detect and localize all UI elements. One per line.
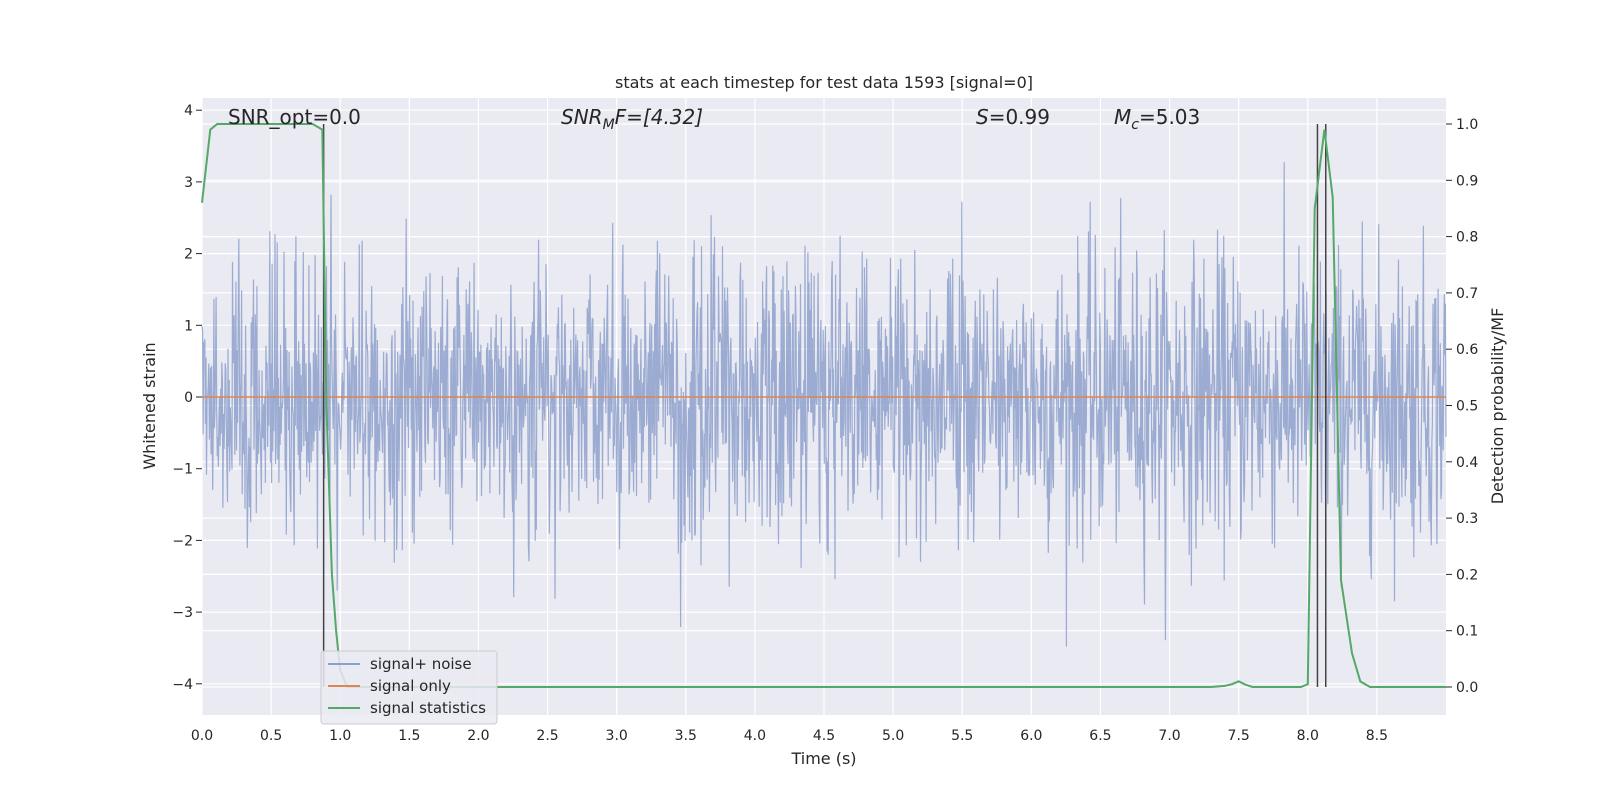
legend-label-signal: signal only [370,677,451,695]
legend-label-noise: signal+ noise [370,655,472,673]
x-tick-label: 7.0 [1158,728,1180,744]
legend-label-statistics: signal statistics [370,699,486,717]
legend: signal+ noise signal only signal statist… [320,650,498,725]
y-right-tick-label: 0.6 [1456,342,1478,358]
y-right-tick-label: 1.0 [1456,117,1478,133]
annotation-s-rest: =0.99 [989,105,1050,129]
annotation-mc: Mc=5.03 [1114,105,1200,133]
y-tick-label: 2 [184,247,193,263]
chart-title: stats at each timestep for test data 159… [615,73,1033,92]
y-right-tick-label: 0.7 [1456,286,1478,302]
x-tick-label: 5.0 [882,728,904,744]
annotation-snr-mf-base: SNR [561,105,603,129]
x-tick-label: 7.5 [1228,728,1250,744]
x-tick-label: 0.5 [260,728,282,744]
x-tick-label: 4.5 [813,728,835,744]
noise-series [201,162,1447,647]
annotation-snr-mf-rest: F=[4.32] [615,105,703,129]
y-tick-label: 3 [184,175,193,191]
x-tick-label: 2.5 [536,728,558,744]
y-tick-label: 4 [184,103,193,119]
signal-statistics-line [201,123,1446,688]
x-tick-label: 4.0 [744,728,766,744]
x-tick-label: 3.5 [675,728,697,744]
y-axis-right-label: Detection probability/MF [1488,308,1507,505]
annotation-mc-base: M [1114,105,1131,129]
y-tick-label: −4 [172,677,193,693]
annotation-snr-mf-sub: M [603,117,615,133]
x-tick-label: 2.0 [467,728,489,744]
annotation-s-italic: S [976,105,989,129]
legend-box [320,650,498,725]
annotation-snr-opt: SNR_opt=0.0 [228,105,361,129]
y-right-tick-label: 0.9 [1456,173,1478,189]
x-tick-label: 6.5 [1089,728,1111,744]
annotation-mc-sub: c [1131,117,1139,133]
y-tick-label: 0 [184,390,193,406]
x-tick-label: 5.5 [951,728,973,744]
y-right-tick-label: 0.0 [1456,680,1478,696]
x-axis-label: Time (s) [790,749,856,768]
y-axis-label: Whitened strain [140,342,159,469]
annotation-snr-mf: SNRMF=[4.32] [561,105,703,133]
x-tick-label: 6.0 [1020,728,1042,744]
tick-labels: 0.0 0.5 1.0 1.5 2.0 2.5 3.0 3.5 4.0 4.5 5.0 5.5 6.0 6… [172,103,1478,744]
y-right-tick-label: 0.5 [1456,399,1478,415]
y-tick-label: −1 [172,462,193,478]
x-tick-label: 8.0 [1297,728,1319,744]
y-tick-label: −3 [172,605,193,621]
noise-line [201,162,1447,647]
y-right-tick-label: 0.3 [1456,511,1478,527]
x-tick-label: 3.0 [606,728,628,744]
vertical-lines [201,123,1446,688]
y-right-tick-label: 0.8 [1456,230,1478,246]
y-tick-label: 1 [184,318,193,334]
x-tick-label: 8.5 [1366,728,1388,744]
x-tick-label: 1.5 [398,728,420,744]
annotation-s: S=0.99 [976,105,1050,129]
x-tick-label: 1.0 [329,728,351,744]
y-right-tick-label: 0.2 [1456,567,1478,583]
y-right-tick-label: 0.1 [1456,624,1478,640]
x-tick-label: 0.0 [191,728,213,744]
annotation-mc-rest: =5.03 [1139,105,1200,129]
y-tick-label: −2 [172,533,193,549]
y-right-tick-label: 0.4 [1456,455,1478,471]
